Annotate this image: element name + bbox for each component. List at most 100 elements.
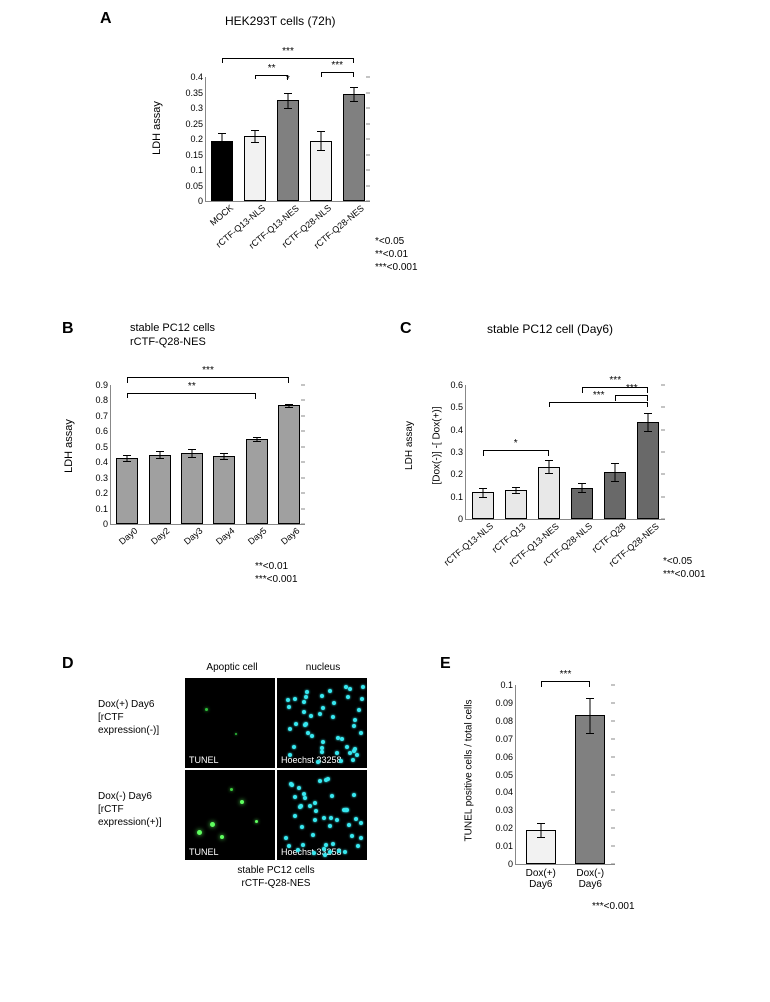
ytick: 0.35 <box>185 88 206 98</box>
ytick: 0.1 <box>95 504 111 514</box>
bar <box>181 453 203 524</box>
sig-bracket <box>222 58 353 59</box>
panel-a-sig-legend: *<0.05**<0.01***<0.001 <box>375 235 418 274</box>
micro-1-apoptic: TUNEL <box>185 678 275 768</box>
panel-c-title: stable PC12 cell (Day6) <box>487 322 613 336</box>
xlabel: Day2 <box>149 526 172 547</box>
ytick: 0.3 <box>450 447 466 457</box>
sig-marker: *** <box>560 669 572 680</box>
sig-marker: *** <box>202 365 214 376</box>
sig-marker: *** <box>593 390 605 401</box>
panel-d-row1: Dox(+) Day6[rCTFexpression(-)] <box>98 698 159 737</box>
ytick: 0.1 <box>190 165 206 175</box>
sig-bracket <box>549 402 649 403</box>
sig-marker: *** <box>626 383 638 394</box>
ytick: 0.04 <box>495 787 516 797</box>
panel-d-label: D <box>62 655 74 673</box>
ytick: 0 <box>198 196 206 206</box>
ytick: 0.03 <box>495 805 516 815</box>
panel-d-caption-2: rCTF-Q28-NES <box>185 878 367 889</box>
ytick: 0.02 <box>495 823 516 833</box>
ytick: 0 <box>103 519 111 529</box>
panel-d-col-1: Apoptic cell <box>192 662 272 673</box>
bar <box>211 141 233 201</box>
ytick: 0.2 <box>95 488 111 498</box>
ytick: 0.15 <box>185 150 206 160</box>
ytick: 0.1 <box>500 680 516 690</box>
ytick: 0.2 <box>450 469 466 479</box>
sig-marker: * <box>514 438 518 449</box>
bar <box>505 490 527 519</box>
bar <box>246 439 268 524</box>
sig-bracket <box>255 75 288 76</box>
xlabel: Day0 <box>117 526 140 547</box>
bar <box>343 94 365 201</box>
sig-bracket <box>615 395 648 396</box>
micro-1-nucleus: Hoechst 33258 <box>277 678 367 768</box>
panel-d-row2: Dox(-) Day6[rCTFexpression(+)] <box>98 790 162 829</box>
xlabel: Dox(+)Day6 <box>516 868 566 890</box>
xlabel: MOCK <box>208 203 235 228</box>
sig-marker: *** <box>331 60 343 71</box>
panel-e-ylabel: TUNEL positive cells / total cells <box>463 700 474 842</box>
ytick: 0.06 <box>495 752 516 762</box>
ytick: 0.6 <box>95 426 111 436</box>
panel-b-sig-legend: **<0.01***<0.001 <box>255 560 298 586</box>
sig-marker: ** <box>268 63 276 74</box>
panel-b-chart: LDH assay 00.10.20.30.40.50.60.70.80.9Da… <box>80 350 360 580</box>
micro-2-apoptic: TUNEL <box>185 770 275 860</box>
panel-a-chart: LDH assay 00.050.10.150.20.250.30.350.4M… <box>175 32 405 262</box>
ytick: 0.4 <box>190 72 206 82</box>
panel-d-caption-1: stable PC12 cells <box>185 865 367 876</box>
sig-bracket <box>483 450 549 451</box>
ytick: 0.8 <box>95 395 111 405</box>
ytick: 0.9 <box>95 380 111 390</box>
sig-bracket <box>321 72 354 73</box>
micro-2-nucleus: Hoechst 33258 <box>277 770 367 860</box>
sig-marker: *** <box>609 375 621 386</box>
ytick: 0.25 <box>185 119 206 129</box>
xlabel: Day6 <box>279 526 302 547</box>
panel-d-microscopy: TUNEL Hoechst 33258 TUNEL Hoechst 33258 <box>185 678 367 860</box>
panel-e-chart: TUNEL positive cells / total cells 00.01… <box>480 660 700 920</box>
xlabel: Day5 <box>246 526 269 547</box>
micro-3-label: TUNEL <box>189 847 219 857</box>
sig-bracket <box>541 681 591 682</box>
xlabel: Day4 <box>214 526 237 547</box>
ytick: 0.07 <box>495 734 516 744</box>
ytick: 0.7 <box>95 411 111 421</box>
panel-a-title: HEK293T cells (72h) <box>225 14 336 28</box>
bar <box>538 467 560 519</box>
ytick: 0.01 <box>495 841 516 851</box>
ytick: 0.3 <box>95 473 111 483</box>
panel-c-sig-legend: *<0.05***<0.001 <box>663 555 706 581</box>
ytick: 0.4 <box>95 457 111 467</box>
ytick: 0.5 <box>95 442 111 452</box>
bar <box>637 422 659 519</box>
micro-1-label: TUNEL <box>189 755 219 765</box>
xlabel: Dox(-)Day6 <box>565 868 615 890</box>
panel-b-title-2: rCTF-Q28-NES <box>130 336 206 348</box>
sig-marker: ** <box>188 381 196 392</box>
panel-b-label: B <box>62 320 74 338</box>
ytick: 0 <box>458 514 466 524</box>
panel-a-ylabel: LDH assay <box>151 101 163 155</box>
bar <box>213 456 235 524</box>
ytick: 0.5 <box>450 402 466 412</box>
sig-bracket <box>127 393 256 394</box>
bar <box>149 455 171 525</box>
panel-c-label: C <box>400 320 412 338</box>
panel-c-ylabel-2: [Dox(-)] -[ Dox(+)] <box>432 406 443 484</box>
sig-marker: * <box>286 74 290 85</box>
panel-e-sig-legend: ***<0.001 <box>592 900 635 913</box>
panel-d-col-2: nucleus <box>283 662 363 673</box>
bar <box>277 100 299 201</box>
sig-bracket <box>582 387 648 388</box>
ytick: 0.05 <box>495 770 516 780</box>
bar <box>575 715 605 864</box>
ytick: 0.09 <box>495 698 516 708</box>
xlabel: rCTF-Q13-NLS <box>442 521 495 568</box>
panel-b-ylabel: LDH assay <box>63 419 75 473</box>
panel-c-chart: LDH assay [Dox(-)] -[ Dox(+)] 00.10.20.3… <box>430 340 730 590</box>
xlabel: Day3 <box>182 526 205 547</box>
